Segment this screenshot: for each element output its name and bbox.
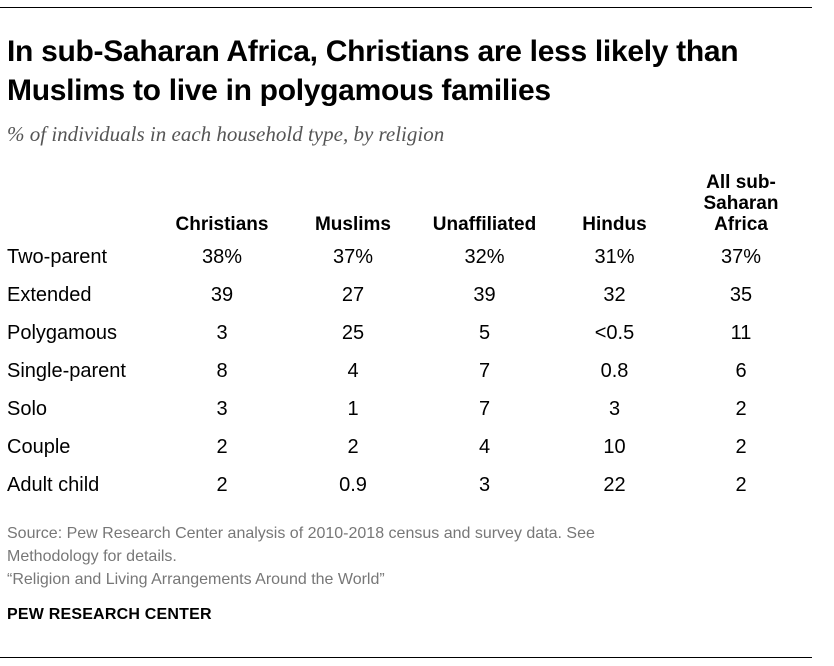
table-cell: 38% (201, 246, 243, 268)
table-cell: 0.9 (339, 474, 367, 496)
table-cell: 2 (735, 474, 747, 496)
chart-title: In sub-Saharan Africa, Christians are le… (7, 35, 739, 107)
row-label: Polygamous (7, 322, 118, 344)
row-label: Couple (7, 436, 71, 458)
table-cell: 6 (735, 360, 747, 382)
source-line: Source: Pew Research Center analysis of … (7, 525, 595, 542)
table-row: Extended 39 27 39 32 35 (0, 276, 805, 314)
table-cell: 7 (478, 398, 491, 420)
table-cell: 22 (603, 474, 626, 496)
table-cell: 10 (603, 436, 626, 458)
table-cell: 3 (216, 398, 228, 420)
table-cell: 32% (464, 246, 505, 268)
column-header-line: Africa (714, 214, 768, 235)
source-note: Source: Pew Research Center analysis of … (7, 522, 807, 591)
table-cell: 32 (603, 284, 626, 306)
table-cell: 3 (216, 322, 228, 344)
table-cell: 37% (720, 246, 762, 268)
table-cell: 4 (478, 436, 491, 458)
brand-label: PEW RESEARCH CENTER (7, 606, 212, 623)
report-title: “Religion and Living Arrangements Around… (7, 571, 385, 588)
column-header: Christians (155, 165, 289, 238)
row-label: Adult child (7, 474, 100, 496)
table-cell: 2 (735, 436, 747, 458)
table-cell: 2 (216, 436, 228, 458)
table-cell: 2 (735, 398, 747, 420)
table-cell: 3 (478, 474, 491, 496)
table-cell: 1 (347, 398, 359, 420)
table-cell: 35 (729, 284, 753, 306)
table-cell: 2 (347, 436, 359, 458)
source-line: Methodology for details. (7, 548, 177, 565)
table-cell: 8 (216, 360, 228, 382)
column-header-line: Saharan (703, 193, 779, 214)
table-cell: 37% (332, 246, 374, 268)
table-row: Single-parent 8 4 7 0.8 6 (0, 352, 805, 390)
column-header: Unaffiliated (417, 165, 552, 238)
header-row: Christians Muslims Unaffiliated Hindus A… (0, 165, 805, 238)
column-header-line: Muslims (314, 214, 392, 235)
row-label: Solo (7, 398, 48, 420)
table-cell: 2 (216, 474, 228, 496)
table-cell: 25 (341, 322, 365, 344)
table-cell: 7 (478, 360, 491, 382)
table-cell: 5 (478, 322, 491, 344)
data-table: Christians Muslims Unaffiliated Hindus A… (0, 165, 805, 504)
bottom-rule (0, 657, 812, 658)
top-rule (0, 7, 812, 8)
table-cell: 39 (473, 284, 496, 306)
table-cell: 11 (730, 322, 752, 344)
column-header: All sub- Saharan Africa (677, 165, 805, 238)
table-cell: 4 (347, 360, 359, 382)
table-cell: 0.8 (600, 360, 629, 382)
chart-subtitle: % of individuals in each household type,… (7, 122, 445, 146)
table-row: Solo 3 1 7 3 2 (0, 390, 805, 428)
column-header-line: All sub- (706, 172, 776, 193)
table-cell: <0.5 (594, 322, 635, 344)
table-row: Two-parent 38% 37% 32% 31% 37% (0, 238, 805, 276)
table-row: Polygamous 3 25 5 <0.5 11 (0, 314, 805, 352)
column-header-line: Unaffiliated (432, 214, 537, 235)
table-row: Couple 2 2 4 10 2 (0, 428, 805, 466)
table-cell: 31% (594, 246, 635, 268)
row-label: Single-parent (7, 360, 126, 382)
row-label: Extended (7, 284, 92, 306)
column-header-line: Hindus (582, 214, 647, 235)
table-row: Adult child 2 0.9 3 22 2 (0, 466, 805, 504)
table-cell: 27 (341, 284, 365, 306)
column-header: Hindus (552, 165, 677, 238)
column-header-line: Christians (175, 214, 269, 235)
row-label-header (0, 165, 155, 238)
column-header: Muslims (289, 165, 417, 238)
table-cell: 39 (210, 284, 234, 306)
table-cell: 3 (608, 398, 621, 420)
row-label: Two-parent (7, 246, 108, 268)
